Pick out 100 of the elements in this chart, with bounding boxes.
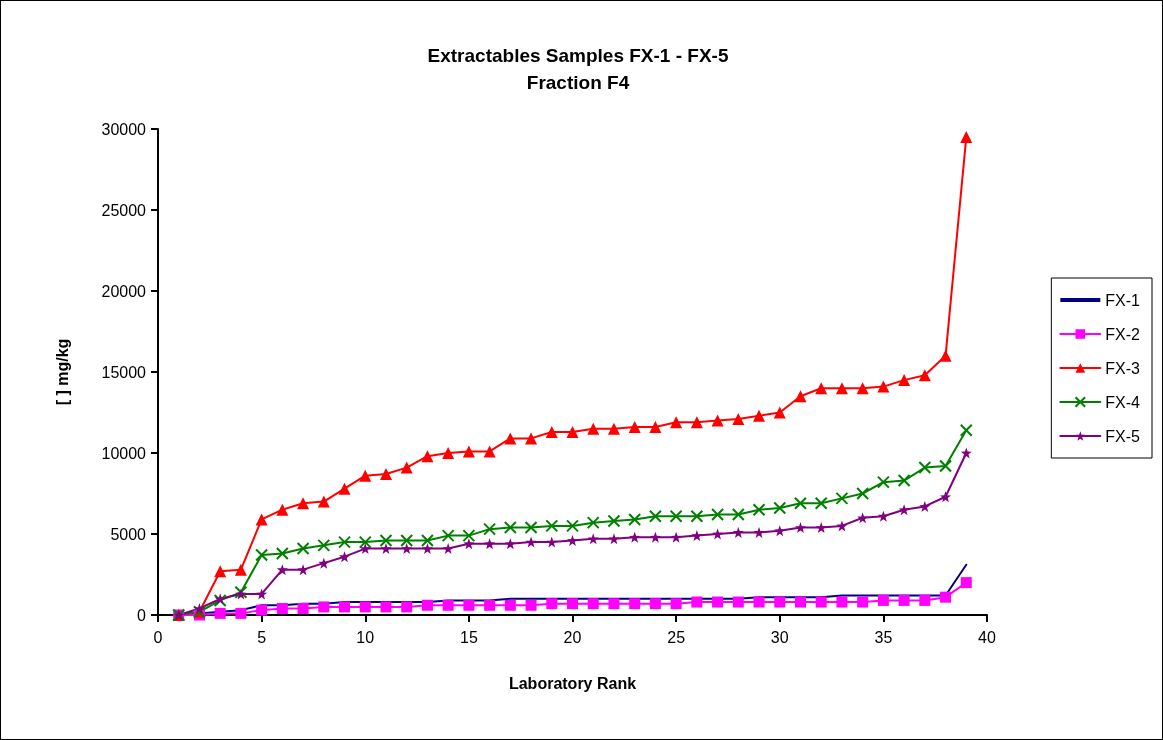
legend-label: FX-5	[1105, 427, 1141, 445]
point	[857, 596, 869, 608]
point	[504, 599, 516, 611]
point	[276, 603, 288, 615]
point	[339, 551, 351, 563]
point	[711, 508, 725, 522]
point	[877, 380, 890, 393]
legend-label: FX-1	[1105, 291, 1141, 309]
point	[753, 596, 765, 608]
point	[649, 598, 661, 610]
point	[587, 422, 600, 435]
point	[628, 421, 641, 434]
point	[525, 432, 538, 445]
point	[960, 131, 973, 144]
x-tick-label: 20	[563, 628, 582, 646]
point	[442, 447, 455, 459]
point	[856, 382, 869, 395]
point	[297, 603, 309, 615]
point	[815, 596, 827, 608]
point	[380, 601, 392, 613]
point	[670, 598, 682, 610]
chart-title: Extractables Samples FX-1 - FX-5	[427, 45, 729, 66]
point	[774, 596, 786, 608]
point	[275, 546, 289, 560]
point	[773, 501, 787, 515]
x-axis-title: Laboratory Rank	[508, 674, 637, 692]
point	[421, 450, 434, 463]
point	[359, 543, 371, 555]
point	[462, 445, 475, 458]
point	[400, 461, 413, 474]
point	[608, 533, 620, 545]
point	[856, 487, 870, 500]
point	[256, 604, 268, 616]
point	[462, 529, 476, 543]
point	[421, 543, 433, 555]
point	[441, 529, 455, 543]
legend-label: FX-2	[1105, 325, 1141, 343]
point	[919, 500, 931, 512]
point	[628, 512, 642, 526]
point	[524, 521, 538, 535]
point	[876, 475, 890, 489]
point	[379, 533, 393, 547]
point	[256, 588, 268, 600]
point	[793, 496, 807, 510]
point	[503, 521, 517, 535]
point	[276, 564, 288, 576]
point	[711, 414, 724, 427]
point	[607, 514, 621, 528]
point	[525, 599, 537, 611]
x-tick-label: 40	[978, 628, 996, 646]
point	[587, 533, 599, 545]
point	[897, 474, 911, 488]
point	[483, 522, 497, 536]
point	[712, 528, 724, 540]
point	[959, 423, 973, 437]
point	[379, 468, 392, 481]
point	[898, 594, 910, 606]
point	[339, 601, 351, 613]
x-tick-label: 5	[257, 628, 267, 646]
point	[545, 519, 559, 533]
point	[670, 416, 683, 429]
point	[857, 512, 869, 524]
point	[731, 508, 745, 522]
point	[753, 409, 766, 422]
x-tick-label: 25	[667, 628, 686, 646]
y-tick-label: 25000	[101, 201, 147, 219]
point	[442, 543, 454, 555]
point	[380, 543, 392, 555]
chart-subtitle: Fraction F4	[526, 72, 630, 93]
point	[296, 542, 310, 556]
point	[752, 503, 766, 517]
point	[401, 543, 413, 555]
point	[649, 421, 662, 434]
point	[587, 598, 599, 610]
point	[691, 596, 703, 608]
point	[670, 531, 682, 543]
point	[939, 349, 952, 362]
point	[960, 447, 972, 459]
point	[773, 406, 786, 419]
point	[835, 491, 849, 505]
point	[546, 598, 558, 610]
point	[690, 509, 704, 523]
point	[276, 503, 289, 516]
point	[235, 607, 247, 619]
point	[918, 461, 932, 475]
point	[546, 536, 558, 548]
point	[545, 425, 558, 438]
x-tick-label: 30	[770, 628, 789, 646]
point	[732, 596, 744, 608]
y-tick-label: 30000	[101, 120, 147, 138]
point	[359, 469, 372, 482]
point	[504, 432, 517, 445]
point	[484, 599, 496, 611]
point	[214, 607, 226, 619]
x-tick-label: 15	[459, 628, 478, 646]
point	[463, 538, 475, 550]
legend-label: FX-3	[1105, 359, 1141, 377]
x-tick-label: 10	[356, 628, 375, 646]
point	[400, 533, 414, 547]
point	[567, 598, 578, 610]
